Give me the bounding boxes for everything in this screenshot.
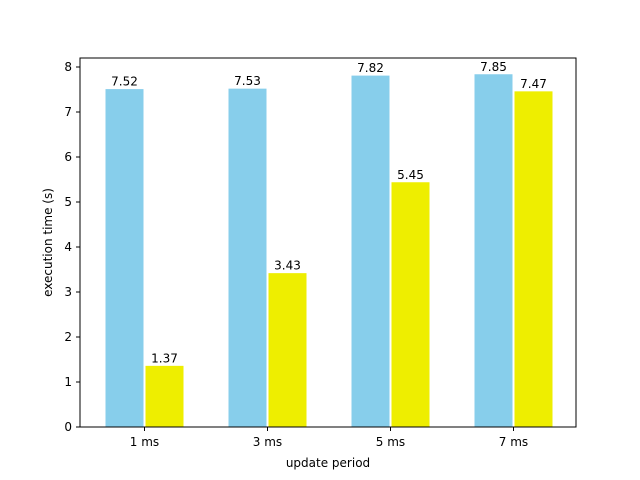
y-tick-label: 8	[64, 60, 72, 74]
data-label-series1-5ms: 7.82	[357, 61, 384, 75]
y-axis-label: execution time (s)	[41, 188, 55, 297]
y-tick-label: 2	[64, 330, 72, 344]
bar-series1-1ms	[104, 88, 145, 428]
y-tick-label: 4	[64, 240, 72, 254]
data-label-series2-1ms: 1.37	[151, 351, 178, 365]
y-tick-label: 0	[64, 420, 72, 434]
data-label-series1-1ms: 7.52	[111, 75, 138, 89]
bar-series1-5ms	[350, 74, 391, 428]
y-tick-label: 7	[64, 105, 72, 119]
y-tick-label: 3	[64, 285, 72, 299]
y-axis: 0 1 2 3 4 5 6 7 8	[64, 60, 80, 434]
bars-layer	[104, 73, 554, 428]
bar-series2-7ms	[513, 90, 554, 428]
x-tick-label: 7 ms	[499, 435, 528, 449]
x-tick-label: 1 ms	[130, 435, 159, 449]
y-tick-label: 6	[64, 150, 72, 164]
x-tick-label: 3 ms	[253, 435, 282, 449]
data-labels-layer: 7.52 7.53 7.82 7.85 1.37 3.43 5.45 7.47	[111, 60, 547, 366]
data-label-series2-5ms: 5.45	[397, 168, 424, 182]
x-tick-label: 5 ms	[376, 435, 405, 449]
bar-series2-1ms	[144, 364, 185, 428]
data-label-series2-3ms: 3.43	[274, 259, 301, 273]
x-axis: 1 ms 3 ms 5 ms 7 ms	[130, 427, 528, 449]
bar-series2-3ms	[267, 272, 308, 428]
data-label-series2-7ms: 7.47	[520, 77, 547, 91]
y-tick-label: 5	[64, 195, 72, 209]
bar-series2-5ms	[390, 181, 431, 428]
data-label-series1-3ms: 7.53	[234, 74, 261, 88]
bar-series1-7ms	[473, 73, 514, 428]
bar-series1-3ms	[227, 87, 268, 428]
plot-area-frame	[79, 57, 577, 428]
x-axis-label: update period	[286, 456, 370, 470]
data-label-series1-7ms: 7.85	[480, 60, 507, 74]
y-tick-label: 1	[64, 375, 72, 389]
